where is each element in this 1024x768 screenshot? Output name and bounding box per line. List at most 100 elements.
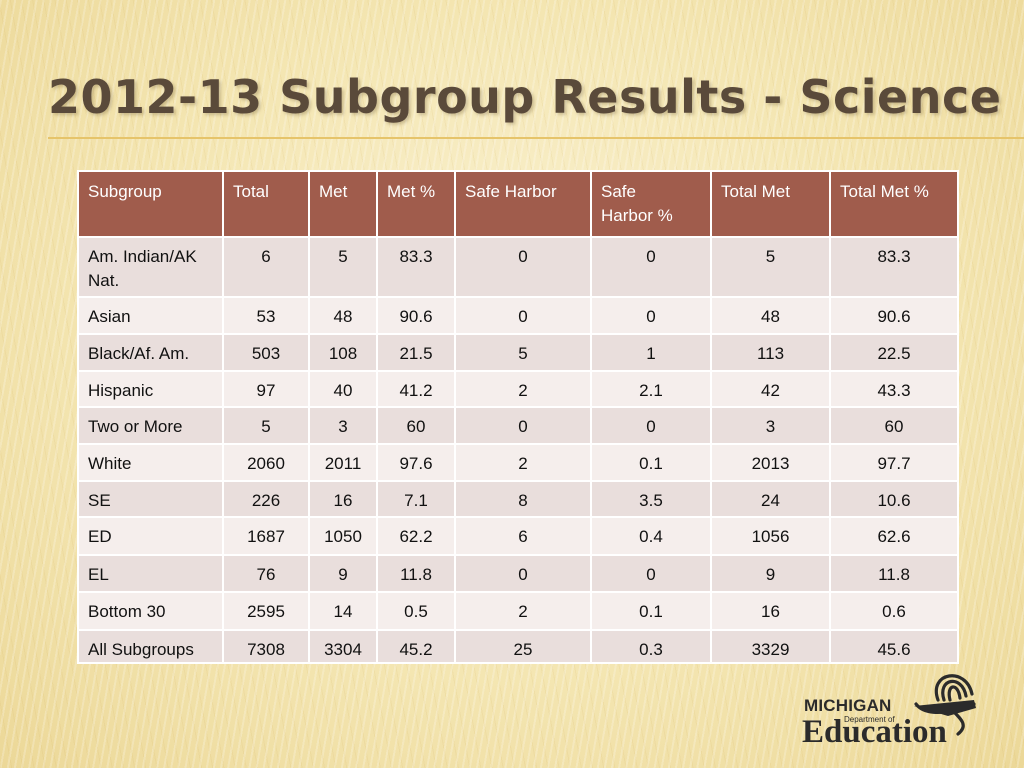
table-cell: 2013 [710,443,831,482]
table-cell: 5 [308,236,378,298]
table-cell: 2 [454,370,592,408]
table-cell: 0 [590,296,712,335]
table-cell: 11.8 [829,554,959,593]
table-cell: 1050 [308,516,378,556]
table-cell: 0.1 [590,591,712,631]
column-header: Safe Harbor [454,170,592,238]
table-cell: ED [77,516,224,556]
table-row: Am. Indian/AK Nat. 6 5 83.3 0 0 5 83.3 [77,236,959,298]
table-row: EL 76 9 11.8 0 0 9 11.8 [77,554,959,593]
column-header: Subgroup [77,170,224,238]
table-cell: 2595 [222,591,310,631]
table-cell: 53 [222,296,310,335]
table-cell: 6 [454,516,592,556]
table-cell: 113 [710,333,831,372]
table-row: Hispanic 97 40 41.2 2 2.1 42 43.3 [77,370,959,408]
table-row: Two or More 5 3 60 0 0 3 60 [77,406,959,445]
table-cell: 0.3 [590,629,712,664]
table-cell: 5 [454,333,592,372]
table-row: SE 226 16 7.1 8 3.5 24 10.6 [77,480,959,518]
table-cell: 62.6 [829,516,959,556]
table-row: All Subgroups 7308 3304 45.2 25 0.3 3329… [77,629,959,664]
table-cell: 226 [222,480,310,518]
title-underline [48,137,1024,139]
table-cell: 97.6 [376,443,456,482]
table-cell: 42 [710,370,831,408]
table-cell: 503 [222,333,310,372]
column-header: Total [222,170,310,238]
table-cell: 48 [710,296,831,335]
table-cell: Hispanic [77,370,224,408]
logo-department-text: Department of [844,715,895,724]
table-cell: 62.2 [376,516,456,556]
table-cell: 0 [590,554,712,593]
table-row: Black/Af. Am. 503 108 21.5 5 1 113 22.5 [77,333,959,372]
michigan-education-logo: MICHIGAN Department of Education [798,660,978,750]
table-row: ED 1687 1050 62.2 6 0.4 1056 62.6 [77,516,959,556]
table-cell: 3 [710,406,831,445]
table-cell: SE [77,480,224,518]
table-cell: 3304 [308,629,378,664]
table-cell: 1 [590,333,712,372]
table-cell: 45.6 [829,629,959,664]
table-cell: 0.6 [829,591,959,631]
table-cell: 97.7 [829,443,959,482]
table-cell: 83.3 [829,236,959,298]
table-cell: 2 [454,591,592,631]
table-cell: 7308 [222,629,310,664]
table-cell: 0.5 [376,591,456,631]
table-cell: 0 [454,406,592,445]
column-header: Total Met [710,170,831,238]
table-cell: 16 [710,591,831,631]
table-cell: Bottom 30 [77,591,224,631]
table-cell: Black/Af. Am. [77,333,224,372]
table-cell: 83.3 [376,236,456,298]
slide-title: 2012-13 Subgroup Results - Science [48,70,1002,124]
table-row: Asian 53 48 90.6 0 0 48 90.6 [77,296,959,335]
table-cell: 9 [308,554,378,593]
table-cell: 90.6 [829,296,959,335]
table-cell: 0 [590,236,712,298]
table-cell: 3 [308,406,378,445]
table-cell: 16 [308,480,378,518]
table-cell: 2011 [308,443,378,482]
table-cell: 25 [454,629,592,664]
table-cell: 9 [710,554,831,593]
table-header-row: Subgroup Total Met Met % Safe Harbor Saf… [77,170,959,238]
table-cell: 90.6 [376,296,456,335]
table-cell: 76 [222,554,310,593]
table-cell: 14 [308,591,378,631]
logo-education-text: Education [802,714,947,750]
table-cell: 6 [222,236,310,298]
table-cell: 22.5 [829,333,959,372]
column-header: Safe Harbor % [590,170,712,238]
logo-michigan-text: MICHIGAN [804,696,892,715]
table-cell: 10.6 [829,480,959,518]
results-table: Subgroup Total Met Met % Safe Harbor Saf… [77,170,959,664]
table-cell: 1056 [710,516,831,556]
table-cell: 11.8 [376,554,456,593]
table-cell: 97 [222,370,310,408]
table-cell: 3329 [710,629,831,664]
table-cell: 40 [308,370,378,408]
table-cell: 2 [454,443,592,482]
column-header: Total Met % [829,170,959,238]
table-cell: 45.2 [376,629,456,664]
table-cell: 0.4 [590,516,712,556]
table-cell: 7.1 [376,480,456,518]
table-cell: 24 [710,480,831,518]
table-cell: 5 [222,406,310,445]
table-cell: 0.1 [590,443,712,482]
table-cell: 2.1 [590,370,712,408]
table-cell: 108 [308,333,378,372]
table-cell: Asian [77,296,224,335]
michigan-education-emblem-icon [914,674,976,736]
table-cell: Am. Indian/AK Nat. [77,236,224,298]
table-cell: 43.3 [829,370,959,408]
table-cell: 48 [308,296,378,335]
table-cell: 60 [829,406,959,445]
table-cell: 0 [454,296,592,335]
table-cell: 2060 [222,443,310,482]
column-header: Met [308,170,378,238]
column-header: Met % [376,170,456,238]
